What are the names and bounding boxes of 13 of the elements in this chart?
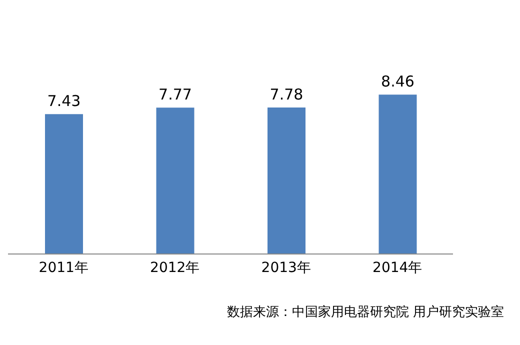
- data-label: 7.78: [270, 85, 304, 104]
- source-note: 数据来源：中国家用电器研究院 用户研究实验室: [226, 304, 504, 321]
- x-tick-label: 2014年: [372, 260, 422, 276]
- bar: [156, 108, 194, 254]
- x-tick-label: 2012年: [150, 260, 200, 276]
- data-label: 7.43: [47, 92, 81, 110]
- data-label: 7.77: [158, 86, 192, 104]
- x-tick-label: 2011年: [38, 260, 88, 276]
- bar: [45, 114, 83, 254]
- bar: [378, 94, 417, 254]
- data-label: 8.46: [381, 72, 414, 91]
- x-tick-label: 2013年: [261, 260, 311, 276]
- bar: [268, 107, 306, 254]
